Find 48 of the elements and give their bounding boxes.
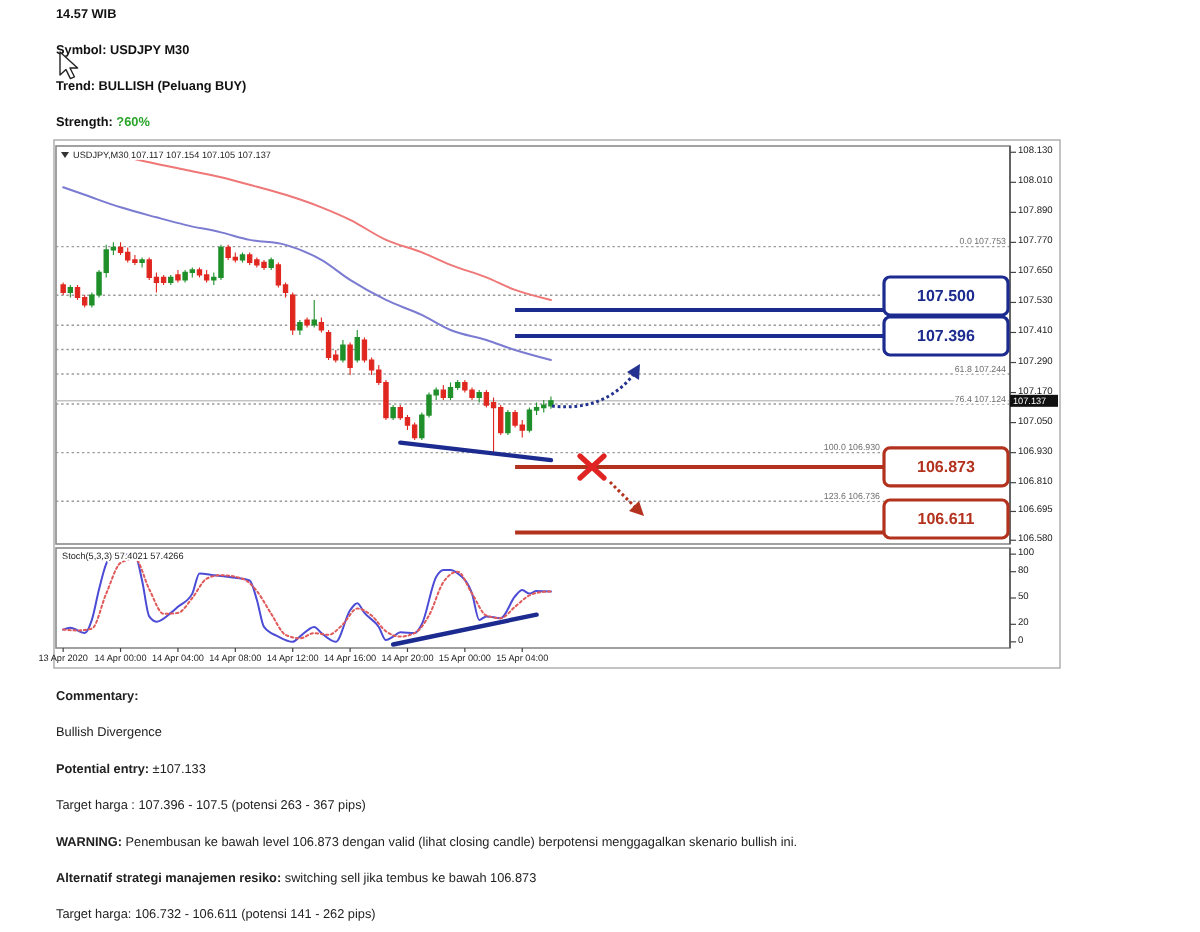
candlestick [67, 284, 74, 298]
candlestick [469, 387, 475, 401]
candlestick [476, 389, 482, 404]
candlestick [390, 404, 396, 421]
ref-line-label: 106.611 [917, 510, 976, 528]
candlestick [203, 269, 210, 283]
candlestick [175, 269, 181, 283]
candlestick [132, 254, 138, 266]
candlestick [541, 399, 547, 414]
candlestick [548, 396, 554, 410]
candlestick [182, 269, 188, 283]
candlestick [440, 384, 447, 401]
candlestick [232, 251, 239, 263]
candlestick [318, 316, 325, 334]
candlestick [311, 299, 317, 329]
candlestick [268, 256, 274, 271]
candlestick [411, 422, 418, 441]
candlestick [347, 341, 353, 376]
candlestick [447, 382, 454, 401]
line-series [62, 186, 552, 362]
candlestick [125, 246, 131, 263]
candlestick [526, 407, 533, 434]
candlestick [139, 256, 145, 268]
candlestick [239, 251, 246, 263]
candlestick [297, 319, 303, 336]
candlestick [196, 266, 203, 278]
ref-line-label: 106.873 [917, 457, 977, 476]
candlestick [74, 284, 81, 301]
candlestick [261, 259, 267, 271]
ref-line-label: 107.500 [917, 286, 977, 305]
candlestick [254, 256, 260, 268]
candlestick [218, 244, 224, 281]
candlestick [325, 329, 332, 361]
candlestick [60, 281, 66, 296]
candlestick [246, 251, 253, 266]
candlestick [505, 409, 511, 436]
candlestick [117, 241, 124, 256]
candlestick [225, 244, 231, 261]
candlestick [462, 379, 468, 394]
candlestick [160, 274, 167, 286]
candlestick [290, 291, 296, 336]
candlestick [189, 266, 195, 278]
candlestick [304, 316, 310, 329]
ref-line-label: 107.396 [917, 326, 977, 345]
candlestick [340, 339, 346, 364]
candlestick [354, 329, 360, 364]
candlestick [490, 397, 497, 454]
candlestick [168, 274, 174, 286]
